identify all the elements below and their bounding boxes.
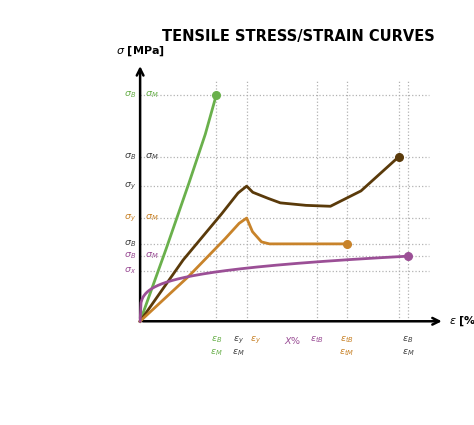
Text: TENSILE STRESS/STRAIN CURVES: TENSILE STRESS/STRAIN CURVES bbox=[162, 28, 435, 44]
Text: $\sigma_M$: $\sigma_M$ bbox=[146, 151, 159, 162]
Text: $\sigma$ [MPa]: $\sigma$ [MPa] bbox=[116, 45, 164, 58]
Text: $\varepsilon_{tM}$: $\varepsilon_{tM}$ bbox=[339, 347, 355, 357]
Text: $\sigma_B$: $\sigma_B$ bbox=[124, 90, 137, 100]
Text: $\varepsilon_M$: $\varepsilon_M$ bbox=[232, 347, 245, 357]
Text: $\varepsilon_M$: $\varepsilon_M$ bbox=[401, 347, 414, 357]
Text: $\sigma_M$: $\sigma_M$ bbox=[146, 213, 159, 223]
Text: $\sigma_B$: $\sigma_B$ bbox=[124, 238, 137, 249]
Text: $\sigma_y$: $\sigma_y$ bbox=[125, 181, 137, 192]
Text: $\sigma_M$: $\sigma_M$ bbox=[146, 251, 159, 261]
Text: $\varepsilon_{tB}$: $\varepsilon_{tB}$ bbox=[310, 335, 324, 345]
Text: $\sigma_B$: $\sigma_B$ bbox=[124, 151, 137, 162]
Text: $\varepsilon$ [%]: $\varepsilon$ [%] bbox=[449, 314, 474, 328]
Text: $\sigma_B$: $\sigma_B$ bbox=[124, 251, 137, 261]
Text: $\varepsilon_M$: $\varepsilon_M$ bbox=[210, 347, 223, 357]
Text: $\sigma_x$: $\sigma_x$ bbox=[125, 266, 137, 276]
Text: $X\%$: $X\%$ bbox=[283, 335, 301, 346]
Text: $\varepsilon_y$: $\varepsilon_y$ bbox=[233, 335, 244, 346]
Text: $\varepsilon_B$: $\varepsilon_B$ bbox=[402, 335, 414, 345]
Text: $\sigma_y$: $\sigma_y$ bbox=[125, 212, 137, 224]
Text: $\varepsilon_B$: $\varepsilon_B$ bbox=[210, 335, 222, 345]
Text: $\sigma_M$: $\sigma_M$ bbox=[146, 90, 159, 100]
Text: $\varepsilon_{tB}$: $\varepsilon_{tB}$ bbox=[340, 335, 354, 345]
Text: $\varepsilon_y$: $\varepsilon_y$ bbox=[250, 335, 261, 346]
